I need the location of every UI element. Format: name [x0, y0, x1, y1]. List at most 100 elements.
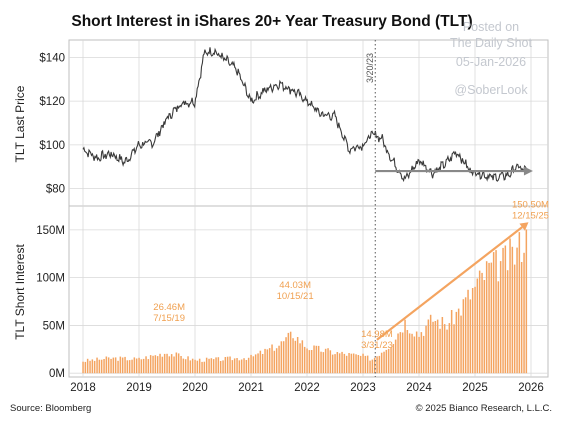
- short-interest-bar: [352, 353, 355, 374]
- short-interest-bar: [212, 359, 215, 374]
- short-interest-bar: [453, 324, 455, 374]
- short-interest-bar: [310, 350, 313, 374]
- short-interest-bar: [338, 353, 341, 374]
- short-interest-bar: [471, 288, 474, 374]
- short-interest-bar: [327, 348, 329, 374]
- watermark-date: 05-Jan-2026: [456, 55, 526, 69]
- short-interest-bar: [511, 246, 514, 374]
- short-interest-bar: [460, 315, 462, 374]
- short-interest-bar: [121, 357, 124, 374]
- short-interest-bar: [180, 356, 182, 374]
- short-interest-bar: [145, 356, 147, 374]
- short-interest-bar: [415, 331, 418, 374]
- short-interest-bar: [476, 278, 479, 374]
- short-interest-bar: [233, 358, 236, 374]
- short-interest-bar: [401, 332, 404, 374]
- short-interest-bar: [159, 353, 161, 374]
- short-interest-bar: [294, 340, 297, 374]
- short-interest-bar: [191, 358, 194, 374]
- short-interest-bar: [140, 359, 143, 374]
- watermark-posted: Posted on: [463, 20, 519, 34]
- short-interest-bar: [371, 359, 374, 374]
- short-interest-bar: [320, 351, 322, 374]
- short-interest-bar: [497, 281, 500, 374]
- short-interest-bar: [448, 323, 451, 374]
- short-interest-bar: [341, 351, 343, 374]
- short-interest-bar: [324, 348, 327, 374]
- short-interest-bar: [462, 299, 465, 374]
- short-interest-bar: [373, 357, 376, 374]
- short-interest-bar: [252, 356, 255, 374]
- short-interest-bar: [446, 329, 448, 374]
- short-interest-bar: [219, 361, 222, 374]
- short-interest-bar: [196, 360, 199, 374]
- short-interest-bar: [222, 360, 224, 374]
- short-interest-bar: [441, 317, 444, 374]
- short-interest-bar: [198, 358, 201, 374]
- x-tick-label: 2024: [406, 382, 432, 394]
- short-interest-bar: [231, 360, 234, 374]
- short-interest-bar: [152, 355, 154, 374]
- short-interest-bar: [436, 319, 439, 374]
- short-interest-bar: [495, 250, 497, 374]
- short-interest-bar: [194, 359, 196, 374]
- short-interest-bar: [170, 354, 173, 374]
- short-interest-bar: [427, 319, 430, 374]
- short-interest-bar: [259, 350, 262, 374]
- short-interest-bar: [224, 357, 227, 374]
- short-interest-bar: [488, 262, 490, 374]
- watermark-handle: @SoberLook: [454, 83, 528, 97]
- short-interest-bar: [364, 355, 367, 374]
- short-interest-bar: [217, 357, 220, 374]
- short-interest-bar: [481, 272, 483, 374]
- short-interest-bar: [299, 343, 301, 374]
- short-interest-bar: [229, 356, 231, 374]
- annotation-value: 14.98M: [361, 329, 393, 340]
- short-interest-bar: [422, 335, 425, 374]
- short-interest-bar: [355, 354, 357, 374]
- short-interest-bar: [91, 359, 94, 374]
- short-interest-bar: [490, 262, 493, 374]
- short-interest-bar: [215, 357, 217, 374]
- short-interest-bar: [504, 245, 507, 374]
- x-tick-label: 2022: [294, 382, 320, 394]
- short-interest-bar: [96, 357, 98, 374]
- short-interest-bar: [175, 352, 178, 374]
- short-interest-bar: [86, 358, 89, 374]
- short-interest-bar: [168, 356, 171, 374]
- short-interest-bar: [450, 310, 453, 374]
- short-interest-bar: [301, 340, 304, 374]
- bottom-y-tick-label: 150M: [36, 225, 65, 237]
- short-interest-bar: [348, 353, 350, 374]
- x-tick-label: 2023: [350, 382, 376, 394]
- short-interest-bar: [117, 360, 119, 374]
- short-interest-bar: [317, 345, 320, 374]
- short-interest-bar: [492, 252, 495, 374]
- short-interest-bar: [469, 299, 472, 374]
- short-interest-bar: [201, 361, 203, 374]
- short-interest-bar: [404, 319, 406, 374]
- bottom-y-tick-label: 50M: [43, 320, 65, 332]
- short-interest-bar: [336, 352, 339, 374]
- short-interest-bar: [205, 357, 208, 374]
- short-interest-bar: [478, 270, 481, 374]
- annotation-date: 3/31/23: [361, 340, 393, 351]
- short-interest-bar: [306, 348, 308, 374]
- bottom-ylabel: TLT Short Interest: [13, 244, 27, 340]
- short-interest-bar: [439, 328, 441, 374]
- short-interest-trend-arrowhead: [519, 222, 529, 231]
- short-interest-bar: [210, 358, 213, 374]
- short-interest-bar: [112, 357, 115, 374]
- short-interest-bar: [387, 348, 390, 374]
- short-interest-bar: [149, 355, 152, 374]
- short-interest-bar: [406, 330, 409, 374]
- chart-frame: [68, 39, 549, 378]
- bottom-y-tick-label: 100M: [36, 273, 65, 285]
- short-interest-bar: [420, 332, 423, 374]
- annotation-value: 150.50M: [512, 199, 549, 210]
- short-interest-trend-arrow: [376, 226, 523, 341]
- short-interest-bar: [147, 359, 150, 374]
- short-interest-bar: [392, 344, 395, 374]
- short-interest-bar: [509, 238, 511, 374]
